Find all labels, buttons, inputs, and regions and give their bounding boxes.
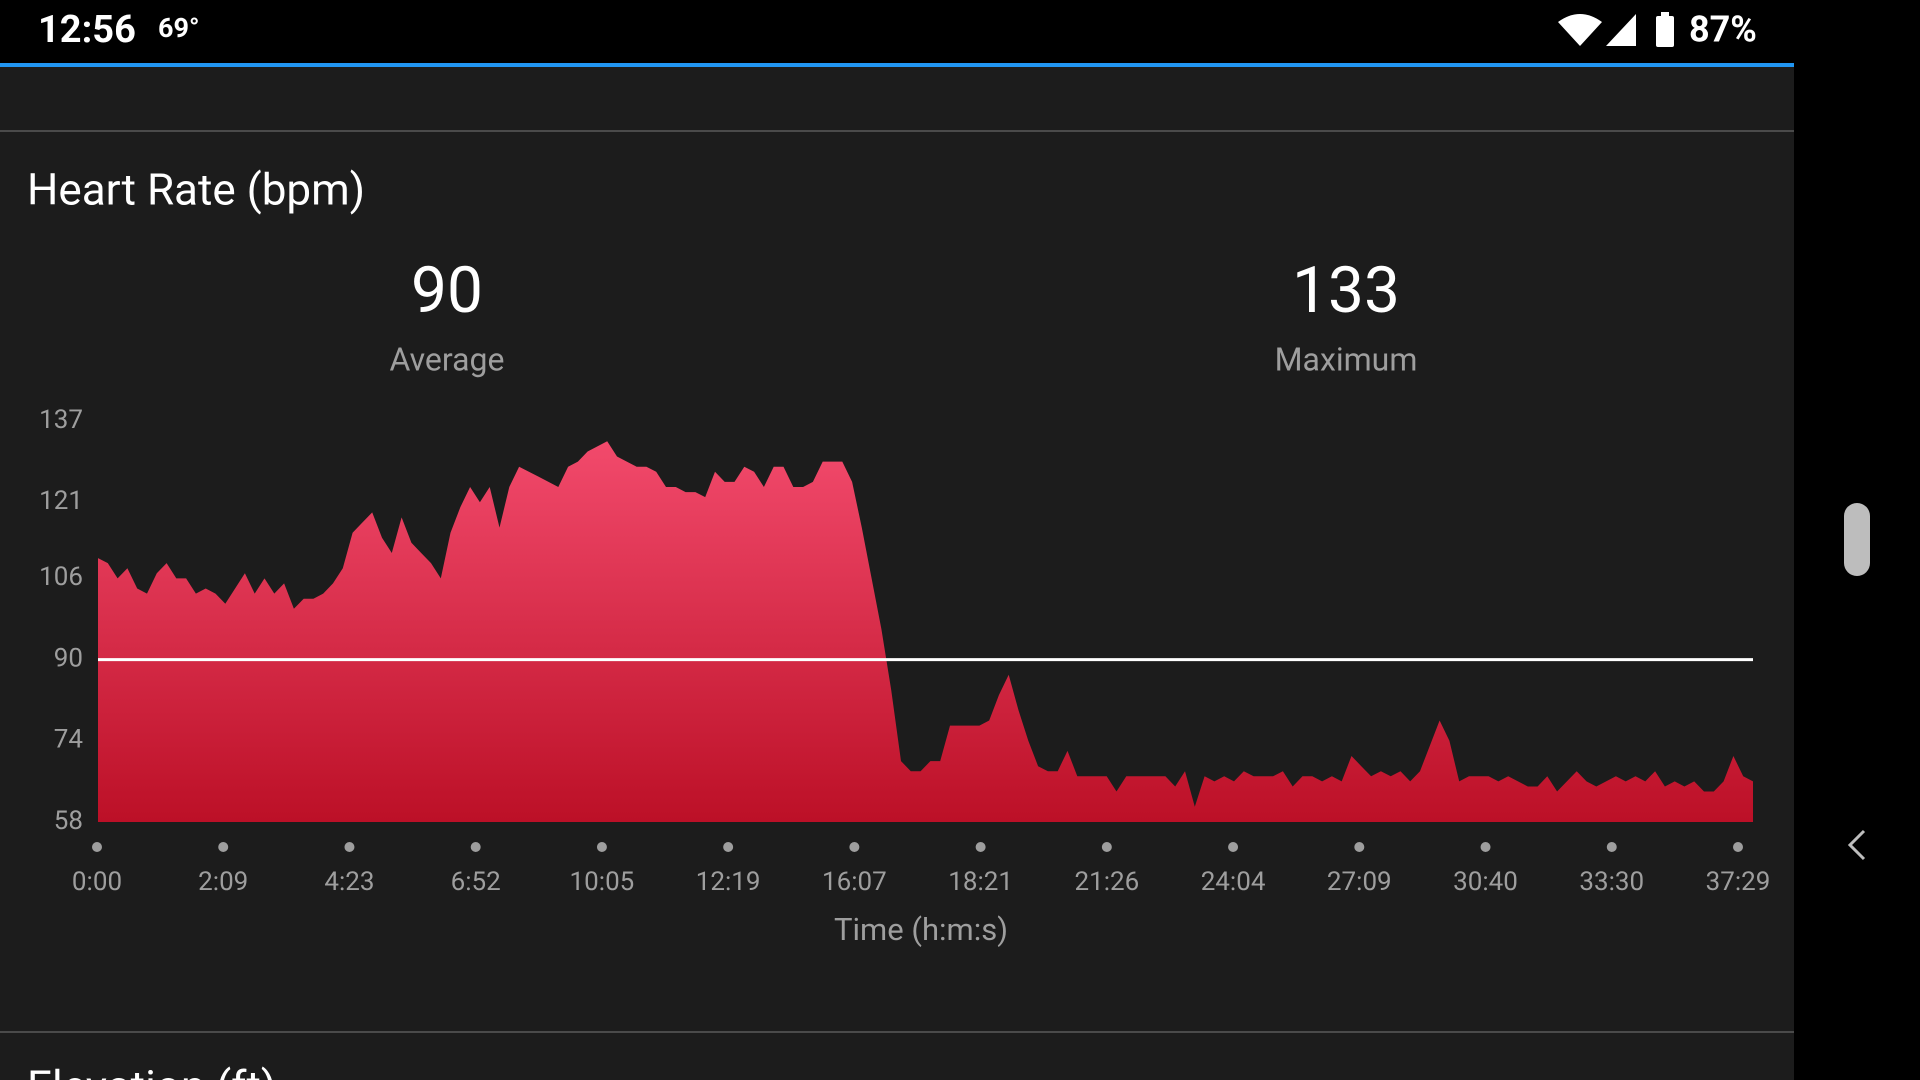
battery-icon bbox=[1656, 16, 1674, 47]
section-title: Heart Rate (bpm) bbox=[27, 164, 365, 216]
y-tick-label: 74 bbox=[54, 725, 84, 755]
x-tick-dot bbox=[1606, 842, 1617, 852]
x-tick-label: 16:07 bbox=[822, 867, 887, 897]
x-tick-label: 2:09 bbox=[198, 867, 248, 897]
x-tick-label: 24:04 bbox=[1201, 867, 1266, 897]
average-value: 90 bbox=[411, 253, 483, 328]
heart-rate-area bbox=[98, 441, 1753, 822]
x-tick-label: 33:30 bbox=[1579, 867, 1644, 897]
next-section-title: Elevation (ft) bbox=[27, 1061, 276, 1080]
status-time: 12:56 bbox=[38, 8, 136, 52]
wifi-icon bbox=[1558, 14, 1602, 46]
x-tick-dot bbox=[1228, 842, 1239, 852]
y-tick-label: 137 bbox=[39, 405, 83, 435]
content-panel bbox=[0, 67, 1794, 1080]
x-tick-dot bbox=[92, 842, 102, 852]
maximum-label: Maximum bbox=[1275, 340, 1418, 378]
x-tick-label: 6:52 bbox=[451, 867, 501, 897]
maximum-value: 133 bbox=[1292, 253, 1400, 328]
scroll-handle[interactable] bbox=[1844, 503, 1870, 576]
y-tick-label: 90 bbox=[54, 643, 83, 673]
x-tick-label: 18:21 bbox=[948, 867, 1013, 897]
average-label: Average bbox=[390, 340, 505, 378]
x-tick-label: 37:29 bbox=[1706, 867, 1771, 897]
battery-tip bbox=[1661, 12, 1669, 17]
x-axis-title: Time (h:m:s) bbox=[834, 911, 1008, 948]
x-tick-dot bbox=[849, 842, 860, 852]
x-tick-dot bbox=[1733, 842, 1743, 852]
x-tick-dot bbox=[470, 842, 481, 852]
x-tick-dot bbox=[1101, 842, 1112, 852]
x-tick-label: 12:19 bbox=[696, 867, 761, 897]
divider bbox=[0, 130, 1794, 132]
accent-line bbox=[0, 63, 1794, 67]
y-tick-label: 58 bbox=[54, 806, 83, 836]
x-tick-dot bbox=[1354, 842, 1365, 852]
x-tick-dot bbox=[344, 842, 355, 852]
y-tick-label: 106 bbox=[39, 562, 83, 592]
y-tick-label: 121 bbox=[39, 486, 83, 516]
x-tick-dot bbox=[723, 842, 734, 852]
status-battery: 87% bbox=[1689, 9, 1757, 51]
x-tick-dot bbox=[596, 842, 607, 852]
back-chevron[interactable] bbox=[1847, 829, 1866, 861]
x-tick-label: 27:09 bbox=[1327, 867, 1392, 897]
signal-icon bbox=[1606, 14, 1636, 46]
x-tick-label: 0:00 bbox=[72, 867, 122, 897]
status-temperature: 69° bbox=[158, 12, 200, 44]
x-tick-label: 30:40 bbox=[1453, 867, 1518, 897]
x-tick-dot bbox=[1480, 842, 1491, 852]
x-tick-label: 21:26 bbox=[1074, 867, 1139, 897]
x-tick-dot bbox=[218, 842, 229, 852]
x-tick-label: 4:23 bbox=[324, 867, 374, 897]
x-tick-dot bbox=[975, 842, 986, 852]
heart-rate-chart: 58 74 90 106 121 137 0:00 2:09 4:23 6:52 10:05 12:1… bbox=[39, 405, 1770, 897]
divider bbox=[0, 1031, 1794, 1033]
x-tick-label: 10:05 bbox=[570, 867, 635, 897]
